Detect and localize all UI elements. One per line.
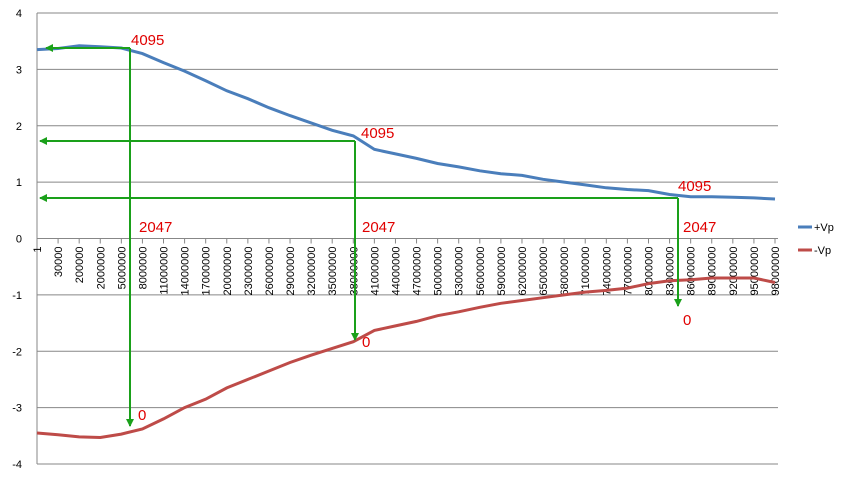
annotation: 0 xyxy=(362,334,370,351)
x-tick-label: 26000000 xyxy=(264,247,276,296)
x-tick-label: 44000000 xyxy=(390,247,402,296)
y-tick-label: 4 xyxy=(16,8,22,20)
x-tick-label: 62000000 xyxy=(517,247,529,296)
x-tick-label: 17000000 xyxy=(201,247,213,296)
x-tick-label: 1 xyxy=(32,247,44,253)
x-tick-label: 29000000 xyxy=(285,247,297,296)
x-tick-label: 71000000 xyxy=(580,247,592,296)
annotation: 4095 xyxy=(361,125,394,142)
x-tick-label: 35000000 xyxy=(327,247,339,296)
x-tick-label: 59000000 xyxy=(496,247,508,296)
y-tick-label: -3 xyxy=(12,403,22,415)
annotation: 0 xyxy=(683,312,691,329)
x-tick-label: 14000000 xyxy=(180,247,192,296)
x-tick-label: 98000000 xyxy=(770,247,782,296)
y-tick-label: -1 xyxy=(12,290,22,302)
y-tick-label: -2 xyxy=(12,346,22,358)
annotation: 0 xyxy=(138,407,146,424)
x-tick-label: 41000000 xyxy=(369,247,381,296)
annotations: 4095 2047 0 4095 2047 0 4095 2047 0 xyxy=(131,32,716,424)
x-tick-label: 47000000 xyxy=(412,247,424,296)
annotation: 4095 xyxy=(131,32,164,49)
x-tick-label: 80000000 xyxy=(643,247,655,296)
annotation: 2047 xyxy=(683,219,716,236)
x-tick-label: 65000000 xyxy=(538,247,550,296)
x-tick-label: 30000 xyxy=(53,247,65,278)
legend-label: +Vp xyxy=(814,222,834,234)
x-tick-label: 68000000 xyxy=(559,247,571,296)
x-tick-label: 50000000 xyxy=(433,247,445,296)
x-tick-label: 8000000 xyxy=(137,247,149,290)
x-tick-label: 74000000 xyxy=(601,247,613,296)
annotation: 2047 xyxy=(139,219,172,236)
x-tick-label: 200000 xyxy=(74,247,86,284)
x-tick-label: 11000000 xyxy=(159,247,171,295)
x-tick-label: 92000000 xyxy=(728,247,740,296)
y-tick-label: 3 xyxy=(16,64,22,76)
x-tick-label: 83000000 xyxy=(665,247,677,296)
x-tick-label: 53000000 xyxy=(454,247,466,296)
x-tick-label: 86000000 xyxy=(686,247,698,296)
x-tick-label: 20000000 xyxy=(222,247,234,296)
legend-label: -Vp xyxy=(814,245,831,257)
x-tick-label: 2000000 xyxy=(95,247,107,290)
annotation-arrows xyxy=(39,44,682,427)
y-tick-label: 0 xyxy=(16,234,22,246)
series-line xyxy=(36,44,776,201)
annotation: 2047 xyxy=(362,219,395,236)
y-tick-label: -4 xyxy=(12,459,22,471)
plot-area: -4 -3 -2 -1 0 1 2 3 4 1 30000 200000 2000000 5000000 8… xyxy=(12,8,782,471)
x-tick-label: 77000000 xyxy=(622,247,634,296)
x-tick-label: 23000000 xyxy=(243,247,255,296)
annotation: 4095 xyxy=(678,178,711,195)
x-tick-label: 95000000 xyxy=(749,247,761,296)
y-tick-label: 2 xyxy=(16,121,22,133)
x-tick-label: 89000000 xyxy=(707,247,719,296)
x-tick-label: 32000000 xyxy=(306,247,318,296)
y-tick-label: 1 xyxy=(16,177,22,189)
x-tick-label: 56000000 xyxy=(475,247,487,296)
x-tick-label: 5000000 xyxy=(116,247,128,290)
series-line xyxy=(36,276,776,440)
